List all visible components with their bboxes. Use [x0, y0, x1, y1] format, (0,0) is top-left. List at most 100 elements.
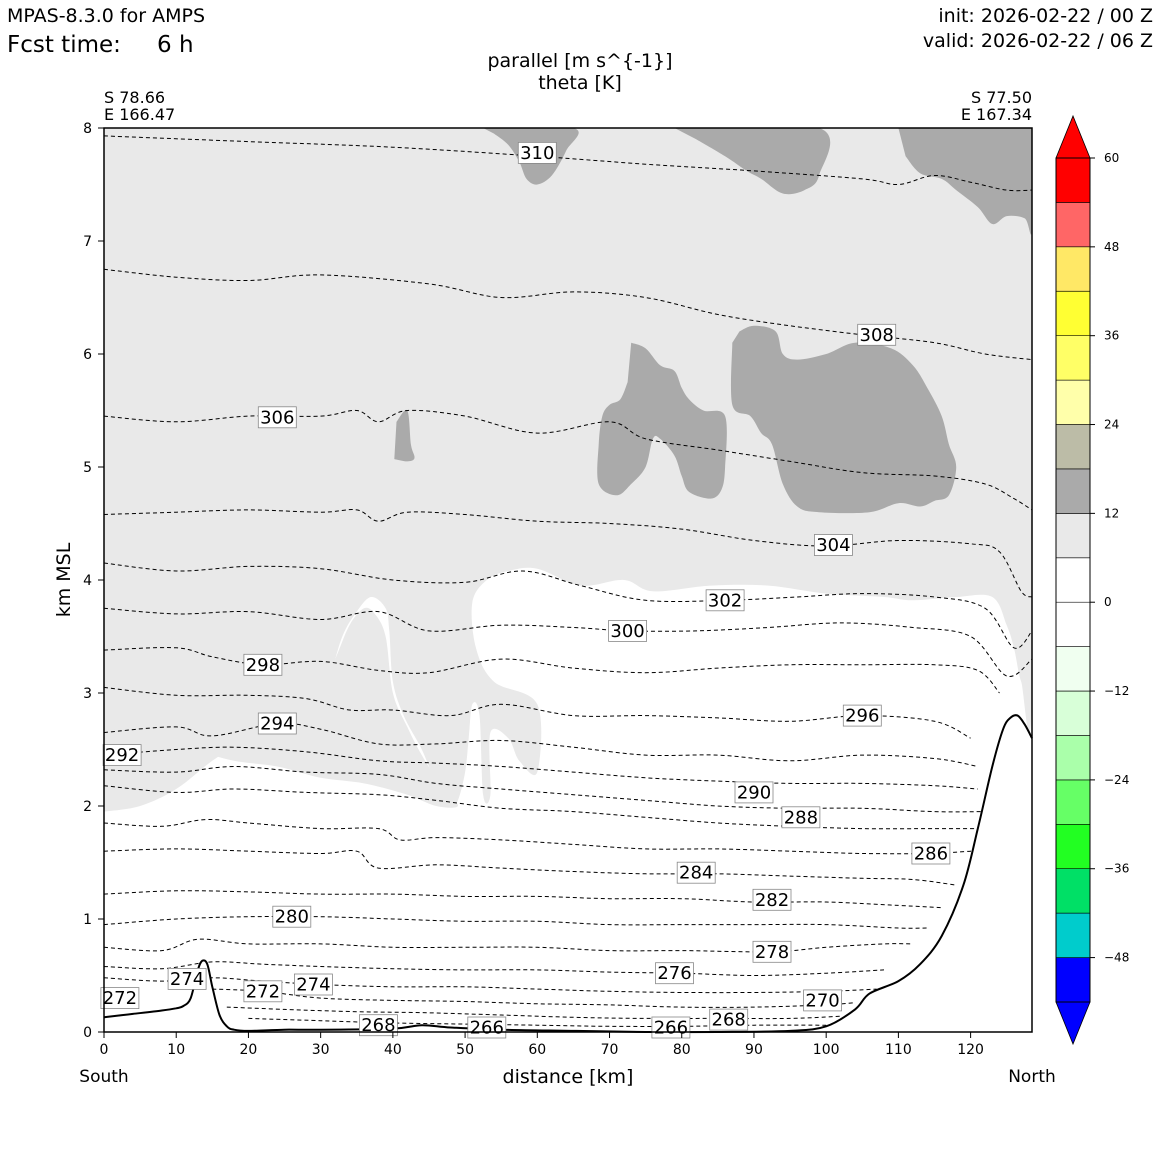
theta-label-304: 304 [814, 534, 853, 556]
theta-label-text: 268 [712, 1010, 746, 1031]
shaded-region-6 [730, 325, 957, 514]
theta-label-text: 286 [914, 844, 948, 865]
colorbar-segment [1055, 246, 1091, 292]
theta-label-text: 298 [246, 655, 280, 676]
theta-label-268: 268 [709, 1008, 749, 1031]
x-tick-label: 30 [312, 1042, 330, 1058]
colorbar-segment [1055, 557, 1091, 603]
theta-line-302 [104, 562, 1032, 649]
colorbar-extend-min [1055, 1001, 1091, 1046]
theta-label-text: 294 [260, 714, 294, 735]
theta-label-text: 282 [755, 890, 789, 911]
colorbar-segment [1055, 290, 1091, 336]
terrain-mask [104, 715, 1032, 1033]
shaded-region-5 [597, 342, 727, 499]
shaded-region-3 [674, 128, 831, 195]
colorbar-segment [1055, 957, 1091, 1003]
theta-label-text: 272 [246, 981, 280, 1002]
theta-label-text: 310 [520, 143, 554, 164]
colorbar-extend-max [1055, 114, 1091, 159]
theta-line-284 [104, 890, 942, 909]
theta-line-286 [104, 848, 957, 886]
theta-label-310: 310 [517, 141, 557, 164]
theta-label-308: 308 [857, 323, 897, 346]
left-endpoint-lat: S 78.66 [104, 88, 165, 107]
y-tick-label: 6 [83, 347, 92, 363]
colorbar-segment [1055, 202, 1091, 248]
theta-line-272 [226, 1006, 841, 1020]
y-tick-label: 7 [83, 234, 92, 250]
y-tick-label: 4 [83, 573, 92, 589]
theta-line-306 [104, 409, 1032, 511]
y-tick-label: 2 [83, 799, 92, 815]
theta-label-272: 272 [243, 980, 283, 1002]
theta-label-text: 296 [845, 706, 879, 727]
theta-line-294 [104, 722, 978, 767]
colorbar-tick-label: −36 [1104, 862, 1129, 876]
theta-label-280: 280 [272, 905, 312, 928]
y-axis: 0 1 2 3 4 5 6 7 8 [83, 121, 104, 1041]
theta-line-288 [104, 819, 986, 855]
colorbar-segment [1055, 335, 1091, 381]
north-label: North [1008, 1067, 1056, 1087]
theta-label-text: 280 [275, 907, 309, 928]
theta-label-text: 278 [755, 942, 789, 963]
colorbar-segment [1055, 779, 1091, 825]
theta-label-text: 304 [816, 535, 850, 556]
colorbar-segment [1055, 735, 1091, 781]
y-tick-label: 5 [83, 460, 92, 476]
theta-line-290 [104, 785, 986, 830]
theta-label-text: 284 [679, 863, 713, 884]
theta-label-text: 266 [654, 1018, 688, 1039]
x-tick-label: 110 [885, 1042, 912, 1058]
x-tick-label: 40 [384, 1042, 402, 1058]
x-axis-label: distance [km] [503, 1066, 634, 1088]
colorbar-tick-label: −48 [1104, 951, 1129, 965]
colorbar-tick-label: 36 [1104, 329, 1119, 343]
colorbar-segment [1055, 690, 1091, 736]
theta-label-text: 300 [610, 621, 644, 642]
colorbar-tick-label: 60 [1104, 151, 1119, 165]
theta-label-text: 306 [260, 407, 294, 428]
x-tick-label: 10 [167, 1042, 185, 1058]
theta-label-278: 278 [752, 940, 792, 963]
x-axis: 0 10 20 30 40 50 60 70 80 90 100 110 120 [100, 1032, 984, 1058]
theta-line-296 [104, 686, 971, 739]
y-tick-label: 3 [83, 686, 92, 702]
theta-label-286: 286 [911, 842, 951, 865]
theta-label-text: 274 [170, 969, 204, 990]
x-tick-label: 20 [240, 1042, 258, 1058]
model-name: MPAS-8.3.0 for AMPS [7, 5, 205, 27]
theta-line-278 [104, 961, 885, 977]
fcst-time-value: 6 h [157, 32, 194, 58]
theta-line-291 [104, 765, 986, 813]
colorbar-segment [1055, 912, 1091, 958]
theta-label-268: 268 [358, 1014, 398, 1036]
theta-label-290: 290 [734, 781, 774, 803]
colorbar-segment [1055, 157, 1091, 203]
theta-label-306: 306 [257, 406, 297, 428]
theta-line-298 [104, 647, 1000, 694]
theta-label-270: 270 [803, 989, 842, 1011]
valid-time: valid: 2026-02-22 / 06 Z [923, 30, 1153, 52]
x-tick-label: 70 [601, 1042, 619, 1058]
colorbar-segment [1055, 513, 1091, 559]
chart-title-line1: parallel [m s^{-1}] [487, 50, 672, 72]
theta-label-text: 268 [361, 1015, 395, 1036]
theta-label-288: 288 [781, 806, 821, 828]
colorbar-segment [1055, 823, 1091, 869]
theta-label-text: 270 [805, 990, 839, 1011]
colorbar-tick-label: 12 [1104, 506, 1119, 520]
theta-label-302: 302 [705, 589, 745, 611]
terrain-line [103, 714, 1033, 1034]
theta-label-text: 274 [296, 975, 330, 996]
theta-label-text: 302 [708, 590, 742, 611]
y-axis-label: km MSL [53, 542, 75, 617]
terrain [103, 714, 1033, 1034]
theta-label-272: 272 [100, 987, 140, 1009]
theta-label-296: 296 [842, 704, 882, 727]
x-tick-label: 60 [528, 1042, 546, 1058]
theta-label-text: 288 [784, 807, 818, 828]
y-tick-label: 1 [83, 912, 92, 928]
